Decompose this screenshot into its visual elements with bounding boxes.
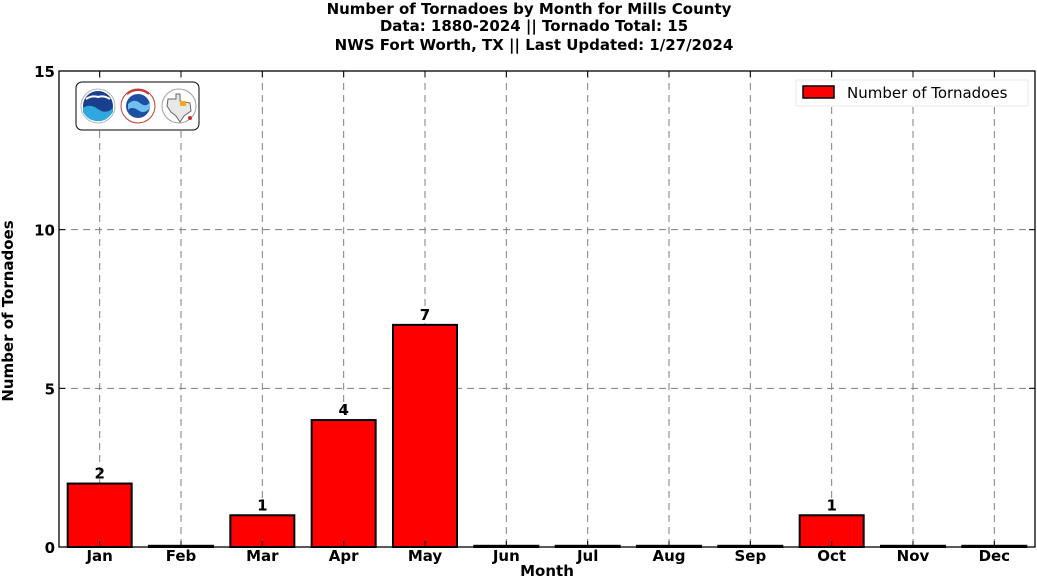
x-tick-label-mar: Mar	[246, 547, 279, 565]
data-label-apr: 4	[338, 401, 348, 419]
y-tick-label: 5	[45, 380, 55, 398]
data-label-mar: 1	[257, 496, 267, 514]
bar-oct	[798, 514, 865, 548]
data-label-oct: 1	[826, 496, 836, 514]
x-tick-label-may: May	[408, 547, 443, 565]
nws-logo-icon	[120, 88, 156, 124]
x-axis-label: Month	[520, 562, 574, 580]
agency-logos	[75, 81, 200, 131]
chart-title-line-1: Number of Tornadoes by Month for Mills C…	[327, 0, 732, 18]
y-tick-label: 15	[34, 63, 55, 81]
x-tick-label-aug: Aug	[652, 547, 685, 565]
plot-frame	[58, 70, 1036, 548]
data-label-may: 7	[420, 306, 430, 324]
legend-swatch	[802, 85, 835, 99]
x-tick-label-jun: Jun	[492, 547, 520, 565]
noaa-logo-icon	[80, 88, 116, 124]
x-tick-label-apr: Apr	[329, 547, 359, 565]
x-axis-ticks: Jan Feb Mar Apr May Jun Jul Aug Sep Oct Nov Dec	[85, 71, 1010, 565]
data-label-jan: 2	[94, 465, 104, 483]
x-tick-label-sep: Sep	[734, 547, 766, 565]
y-axis-ticks: 0 5 10 15	[34, 63, 1035, 557]
texas-logo-icon	[161, 88, 197, 124]
y-tick-label: 10	[34, 222, 55, 240]
x-tick-label-feb: Feb	[166, 547, 197, 565]
x-tick-label-dec: Dec	[979, 547, 1011, 565]
bar-apr	[310, 419, 377, 549]
legend: Number of Tornadoes	[795, 79, 1029, 107]
y-tick-label: 0	[45, 539, 55, 557]
legend-label: Number of Tornadoes	[847, 84, 1008, 102]
x-tick-label-jan: Jan	[85, 547, 112, 565]
x-tick-label-jul: Jul	[576, 547, 598, 565]
y-axis-label: Number of Tornadoes	[0, 220, 17, 401]
x-tick-label-oct: Oct	[817, 547, 846, 565]
bar-may	[392, 323, 458, 548]
data-labels: 2 1 4 7 1	[94, 306, 836, 514]
chart-title-line-2: Data: 1880-2024 || Tornado Total: 15	[380, 17, 688, 36]
x-tick-label-nov: Nov	[897, 547, 930, 565]
bar-jan	[66, 482, 133, 548]
chart-title-line-3: NWS Fort Worth, TX || Last Updated: 1/27…	[335, 36, 734, 55]
